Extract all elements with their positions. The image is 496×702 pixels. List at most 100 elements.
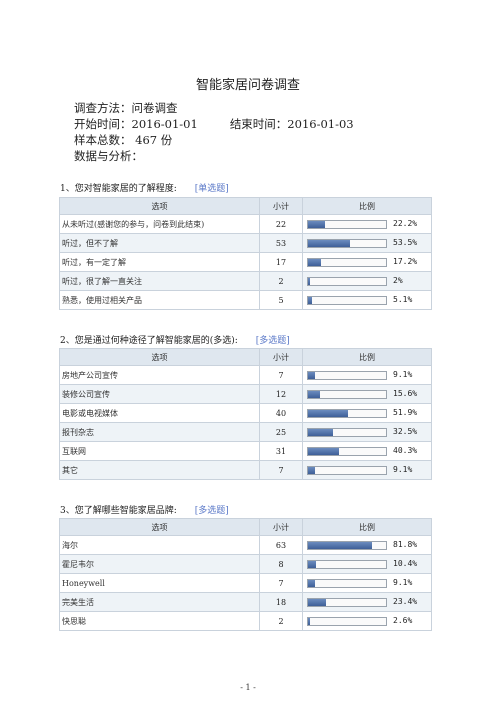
- ratio-bar: [307, 541, 387, 550]
- option-cell: 快思聪: [59, 611, 260, 631]
- count-cell: 8: [259, 554, 303, 574]
- option-cell: 听过，很了解一直关注: [59, 271, 260, 291]
- question-text: 3、您了解哪些智能家居品牌:: [60, 506, 177, 516]
- ratio-bar-fill: [308, 580, 316, 587]
- ratio-bar: [307, 579, 387, 588]
- option-cell: 电影或电视媒体: [59, 403, 260, 423]
- question-label: 3、您了解哪些智能家居品牌: [多选题]: [60, 503, 229, 516]
- ratio-bar: [307, 220, 387, 229]
- ratio-text: 9.1%: [393, 578, 413, 587]
- ratio-cell: 15.6%: [302, 384, 432, 404]
- ratio-bar: [307, 466, 387, 475]
- ratio-text: 51.9%: [393, 408, 418, 417]
- ratio-cell: 51.9%: [302, 403, 432, 423]
- ratio-bar-fill: [308, 599, 327, 606]
- table-row: 装修公司宣传 12 15.6%: [59, 384, 432, 404]
- header-count: 小计: [259, 348, 303, 366]
- document-title: 智能家居问卷调查: [195, 78, 300, 93]
- results-table: 选项 小计 比例 房地产公司宣传 7 9.1% 装修公司宣传 12 15.6% 电影或电视媒体 40…: [59, 348, 432, 480]
- ratio-cell: 17.2%: [302, 252, 432, 272]
- table-row: 其它 7 9.1%: [59, 460, 432, 480]
- count-cell: 2: [259, 611, 303, 631]
- header-count: 小计: [259, 197, 303, 215]
- option-cell: 熟悉，使用过相关产品: [59, 290, 260, 310]
- option-cell: 霍尼韦尔: [59, 554, 260, 574]
- count-cell: 40: [259, 403, 303, 423]
- option-cell: 房地产公司宣传: [59, 365, 260, 385]
- table-row: 从未听过(感谢您的参与，问卷到此结束) 22 22.2%: [59, 214, 432, 234]
- ratio-bar-fill: [308, 467, 316, 474]
- table-row: 听过，但不了解 53 53.5%: [59, 233, 432, 253]
- table-row: 听过，有一定了解 17 17.2%: [59, 252, 432, 272]
- ratio-cell: 5.1%: [302, 290, 432, 310]
- ratio-cell: 2%: [302, 271, 432, 291]
- time-line: 开始时间：2016-01-01 结束时间：2016-01-03: [74, 116, 354, 132]
- count-cell: 2: [259, 271, 303, 291]
- ratio-bar-fill: [308, 259, 322, 266]
- count-cell: 5: [259, 290, 303, 310]
- count-cell: 31: [259, 441, 303, 461]
- table-row: 互联网 31 40.3%: [59, 441, 432, 461]
- count-cell: 25: [259, 422, 303, 442]
- ratio-bar: [307, 296, 387, 305]
- ratio-text: 10.4%: [393, 559, 418, 568]
- table-row: 报刊杂志 25 32.5%: [59, 422, 432, 442]
- question-type-link[interactable]: [多选题]: [255, 336, 290, 346]
- question-text: 2、您是通过何种途径了解智能家居的(多选):: [60, 336, 238, 346]
- ratio-text: 9.1%: [393, 465, 413, 474]
- ratio-cell: 81.8%: [302, 535, 432, 555]
- table-row: 霍尼韦尔 8 10.4%: [59, 554, 432, 574]
- sample-count: 样本总数： 467 份: [74, 133, 173, 147]
- end-time: 结束时间：2016-01-03: [229, 117, 354, 131]
- ratio-bar-fill: [308, 391, 321, 398]
- method-line: 调查方法：问卷调查: [74, 101, 178, 115]
- option-cell: 完美生活: [59, 592, 260, 612]
- count-cell: 7: [259, 460, 303, 480]
- option-cell: 互联网: [59, 441, 260, 461]
- ratio-text: 9.1%: [393, 370, 413, 379]
- ratio-bar-fill: [308, 561, 317, 568]
- table-row: 海尔 63 81.8%: [59, 535, 432, 555]
- ratio-text: 32.5%: [393, 427, 418, 436]
- ratio-text: 2%: [393, 276, 403, 285]
- ratio-text: 22.2%: [393, 219, 418, 228]
- table-row: 快思聪 2 2.6%: [59, 611, 432, 631]
- count-cell: 7: [259, 573, 303, 593]
- table-row: 熟悉，使用过相关产品 5 5.1%: [59, 290, 432, 310]
- table-row: Honeywell 7 9.1%: [59, 573, 432, 593]
- ratio-bar: [307, 258, 387, 267]
- analysis-heading: 数据与分析：: [74, 149, 143, 163]
- count-cell: 22: [259, 214, 303, 234]
- question-type-link[interactable]: [单选题]: [194, 184, 229, 194]
- ratio-bar-fill: [308, 221, 326, 228]
- header-option: 选项: [59, 518, 260, 536]
- ratio-cell: 40.3%: [302, 441, 432, 461]
- ratio-bar: [307, 598, 387, 607]
- ratio-bar: [307, 409, 387, 418]
- option-cell: 听过，有一定了解: [59, 252, 260, 272]
- count-cell: 7: [259, 365, 303, 385]
- ratio-bar-fill: [308, 542, 372, 549]
- ratio-bar: [307, 617, 387, 626]
- question-type-link[interactable]: [多选题]: [194, 506, 229, 516]
- count-cell: 53: [259, 233, 303, 253]
- ratio-cell: 9.1%: [302, 460, 432, 480]
- ratio-bar-fill: [308, 278, 310, 285]
- start-time: 开始时间：2016-01-01: [74, 117, 198, 131]
- ratio-text: 5.1%: [393, 295, 413, 304]
- count-cell: 63: [259, 535, 303, 555]
- results-table: 选项 小计 比例 海尔 63 81.8% 霍尼韦尔 8 10.4% Honeywell 7 9.1% 完…: [59, 518, 432, 631]
- ratio-bar: [307, 390, 387, 399]
- ratio-bar-fill: [308, 448, 340, 455]
- question-label: 1、您对智能家居的了解程度: [单选题]: [60, 181, 229, 194]
- count-cell: 12: [259, 384, 303, 404]
- option-cell: 装修公司宣传: [59, 384, 260, 404]
- ratio-bar: [307, 239, 387, 248]
- table-row: 电影或电视媒体 40 51.9%: [59, 403, 432, 423]
- header-option: 选项: [59, 197, 260, 215]
- ratio-bar: [307, 560, 387, 569]
- option-cell: 其它: [59, 460, 260, 480]
- ratio-text: 2.6%: [393, 616, 413, 625]
- question-text: 1、您对智能家居的了解程度:: [60, 184, 177, 194]
- ratio-bar: [307, 428, 387, 437]
